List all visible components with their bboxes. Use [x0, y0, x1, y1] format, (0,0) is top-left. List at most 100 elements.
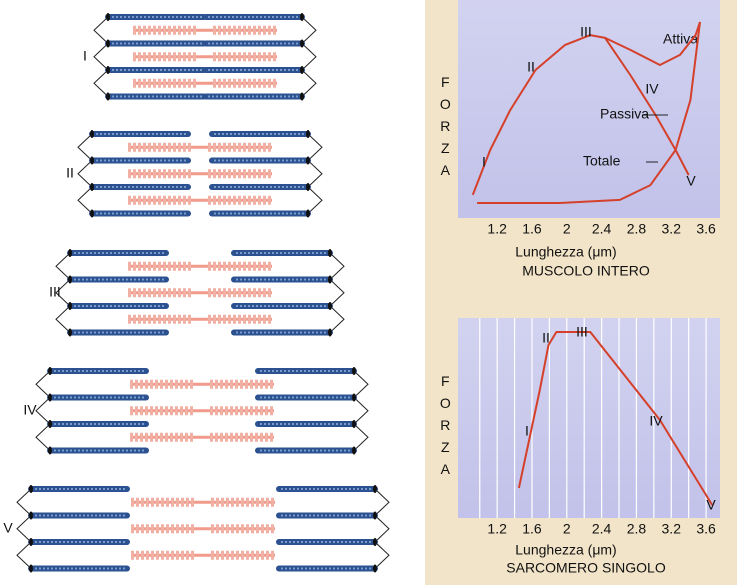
x-tick-label: 1.6 [522, 221, 542, 237]
x-tick-label: 2.4 [592, 521, 612, 537]
z-line [35, 370, 51, 451]
x-axis-label: Lunghezza (μm) [515, 244, 616, 260]
z-disc-node [328, 328, 332, 337]
plot-area [458, 318, 720, 518]
stage-label: I [482, 154, 486, 170]
z-line [77, 133, 93, 214]
stage-label: III [580, 24, 592, 40]
z-line [301, 16, 317, 97]
z-disc-node [328, 249, 332, 257]
z-disc-node [352, 367, 356, 375]
stage-label: V [686, 173, 696, 189]
z-disc-node [48, 446, 52, 455]
z-disc-node [48, 420, 52, 428]
z-disc-node [306, 156, 310, 165]
z-disc-node [306, 130, 310, 138]
z-disc-node [373, 564, 377, 573]
z-disc-node [300, 92, 304, 101]
y-axis-label: FORZA [437, 373, 453, 483]
z-disc-node [373, 511, 377, 520]
stage-label: V [706, 497, 716, 513]
z-disc-node [300, 13, 304, 21]
z-disc-node [29, 564, 33, 573]
x-tick-label: 2.8 [627, 221, 647, 237]
x-tick-label: 1.2 [487, 221, 507, 237]
z-disc-node [106, 66, 110, 74]
z-disc-node [106, 13, 110, 21]
x-tick-label: 3.6 [696, 221, 716, 237]
x-tick-label: 1.6 [522, 521, 542, 537]
x-tick-label: 3.6 [696, 521, 716, 537]
chart-subtitle: SARCOMERO SINGOLO [506, 560, 666, 576]
x-tick-label: 2 [563, 221, 571, 237]
z-disc-node [90, 130, 94, 138]
z-disc-node [29, 511, 33, 520]
series-label: Totale [583, 153, 621, 169]
z-disc-node [68, 302, 72, 310]
x-axis-label: Lunghezza (μm) [515, 542, 616, 558]
z-disc-node [373, 485, 377, 493]
data-line [604, 21, 701, 66]
stage-label: II [527, 59, 535, 75]
z-disc-node [29, 485, 33, 493]
chart: 1.2 1.6 2 2.4 2.8 3.2 3.6 Lunghezza (μm) MUSCOLO… [437, 0, 720, 279]
z-line [55, 252, 71, 333]
z-disc-node [48, 393, 52, 402]
x-tick-label: 3.2 [662, 521, 682, 537]
stage-label: IV [645, 81, 659, 97]
y-axis-label: FORZA [437, 74, 453, 184]
z-line [374, 488, 390, 569]
data-line [477, 21, 701, 204]
z-disc-node [90, 156, 94, 165]
z-disc-node [68, 275, 72, 284]
z-disc-node [328, 302, 332, 310]
z-disc-node [306, 209, 310, 218]
sarcomere: III [49, 249, 345, 337]
x-tick-label: 3.2 [662, 221, 682, 237]
z-disc-node [352, 420, 356, 428]
x-tick-label: 2.8 [627, 521, 647, 537]
z-line [16, 488, 32, 569]
z-disc-node [300, 66, 304, 74]
z-disc-node [29, 538, 33, 546]
sarcomere: II [66, 130, 323, 218]
data-line [517, 331, 714, 506]
z-disc-node [328, 275, 332, 284]
sarcomere: IV [23, 367, 369, 455]
z-line [353, 370, 369, 451]
z-disc-node [352, 393, 356, 402]
z-line [93, 16, 109, 97]
z-disc-node [90, 183, 94, 191]
z-disc-node [68, 249, 72, 257]
sarcomere-label: I [83, 47, 87, 63]
z-disc-node [373, 538, 377, 546]
x-tick-label: 2.4 [592, 221, 612, 237]
z-disc-node [352, 446, 356, 455]
z-disc-node [300, 39, 304, 48]
sarcomere: I [83, 13, 317, 101]
stage-label: I [525, 423, 529, 439]
sarcomere-label: IV [23, 401, 37, 417]
stage-label: II [542, 330, 550, 346]
z-disc-node [68, 328, 72, 337]
x-tick-label: 1.2 [487, 521, 507, 537]
x-tick-label: 2 [563, 521, 571, 537]
stage-label: IV [649, 413, 663, 429]
z-line [329, 252, 345, 333]
stage-label: III [576, 324, 588, 340]
z-disc-node [90, 209, 94, 218]
data-line [471, 34, 690, 196]
sarcomere-label: III [49, 283, 61, 299]
chart: 1.2 1.6 2 2.4 2.8 3.2 3.6 Lunghezza (μm) SARCOME… [437, 318, 720, 576]
z-disc-node [106, 39, 110, 48]
charts: 1.2 1.6 2 2.4 2.8 3.2 3.6 Lunghezza (μm) MUSCOLO… [437, 0, 720, 576]
z-line [307, 133, 323, 214]
z-disc-node [306, 183, 310, 191]
sarcomere-label: II [66, 164, 74, 180]
series-label: Passiva [600, 106, 649, 122]
chart-subtitle: MUSCOLO INTERO [522, 263, 650, 279]
sarcomere-label: V [3, 519, 13, 535]
z-disc-node [106, 92, 110, 101]
